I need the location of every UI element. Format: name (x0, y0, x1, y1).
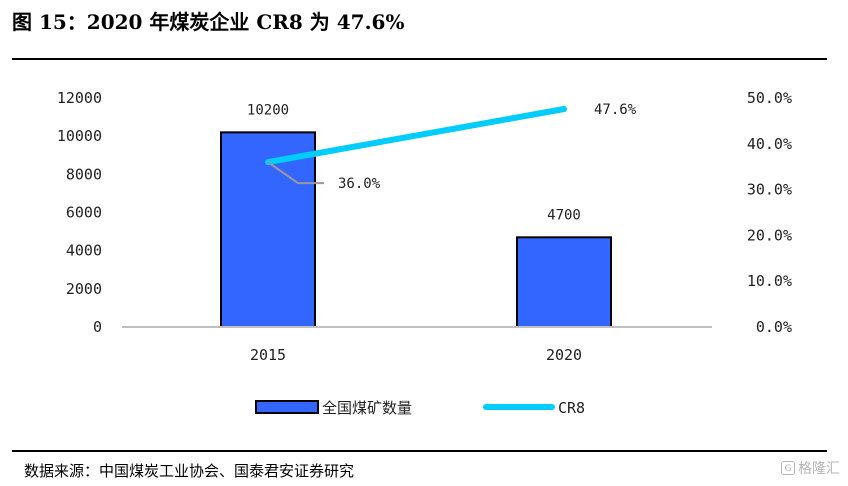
bar-data-label: 10200 (247, 102, 289, 118)
top-rule (12, 58, 827, 60)
cr8-data-label: 47.6% (594, 102, 637, 118)
right-tick-label: 30.0% (747, 181, 792, 199)
left-tick-label: 4000 (66, 242, 102, 260)
right-tick-label: 0.0% (756, 318, 792, 336)
cr8-leader-line (267, 161, 324, 185)
watermark-logo-icon: G (781, 461, 795, 475)
left-tick-label: 2000 (66, 280, 102, 298)
right-tick-label: 40.0% (747, 135, 792, 153)
left-tick-label: 12000 (57, 89, 102, 107)
watermark-text: 格隆汇 (798, 461, 840, 477)
x-category-label: 2020 (546, 346, 582, 364)
right-tick-label: 10.0% (747, 272, 792, 290)
right-axis-ticks: 0.0% 10.0% 20.0% 30.0% 40.0% 50.0% (747, 89, 792, 336)
source-note: 数据来源：中国煤炭工业协会、国泰君安证券研究 (24, 462, 355, 480)
legend-bar-swatch (255, 400, 319, 414)
cr8-line-series: 36.0% 47.6% (265, 102, 637, 192)
bar-data-label: 4700 (547, 207, 581, 223)
bar-2020 (516, 236, 612, 328)
left-tick-label: 0 (93, 318, 102, 336)
left-tick-label: 8000 (66, 165, 102, 183)
legend-bar-label: 全国煤矿数量 (322, 399, 412, 417)
x-category-label: 2015 (250, 346, 286, 364)
cr8-point (562, 107, 566, 111)
x-axis-categories: 2015 2020 (250, 346, 582, 364)
left-tick-label: 10000 (57, 127, 102, 145)
left-tick-label: 6000 (66, 204, 102, 222)
figure-title: 图 15：2020 年煤炭企业 CR8 为 47.6% (12, 10, 405, 34)
bottom-rule (12, 450, 827, 452)
watermark: G 格隆汇 (781, 458, 840, 478)
legend: 全国煤矿数量 CR8 (255, 399, 585, 417)
legend-line-label: CR8 (558, 399, 585, 417)
right-tick-label: 50.0% (747, 89, 792, 107)
cr8-data-label: 36.0% (338, 176, 381, 192)
cr8-line (265, 105, 567, 166)
left-axis-ticks: 0 2000 4000 6000 8000 10000 12000 (57, 89, 102, 336)
right-tick-label: 20.0% (747, 226, 792, 244)
combo-chart: 0 2000 4000 6000 8000 10000 12000 0.0% 10.0% 20.… (57, 89, 792, 417)
